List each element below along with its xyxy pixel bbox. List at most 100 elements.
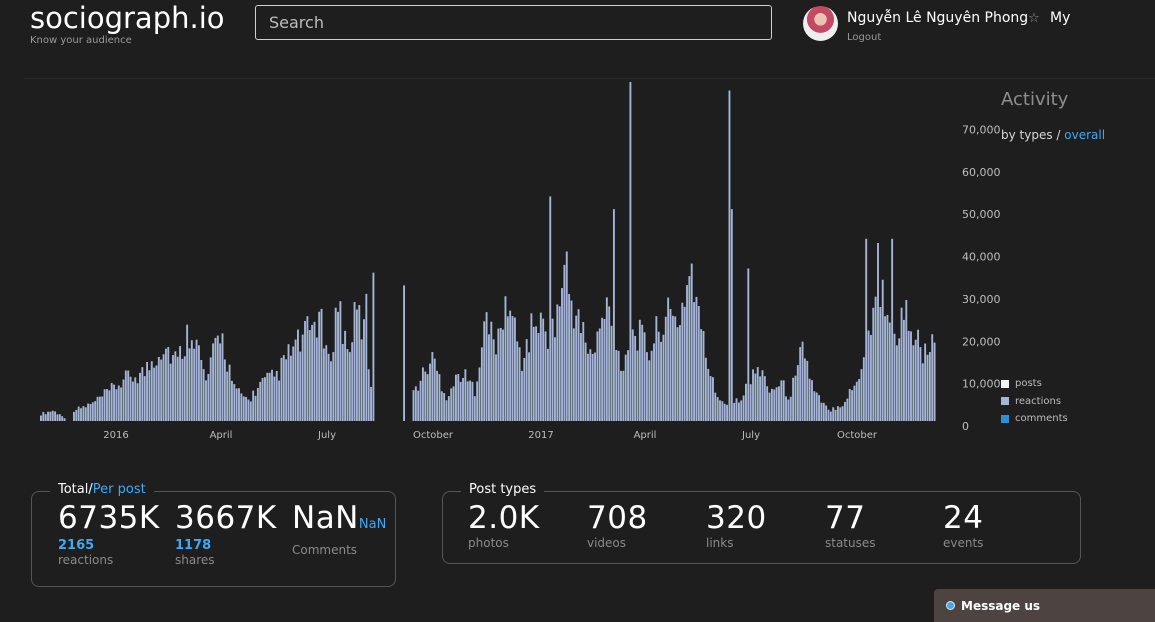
reactions-bar[interactable] [365, 293, 368, 422]
reactions-bar[interactable] [671, 315, 674, 421]
reactions-bar[interactable] [895, 345, 898, 421]
reactions-bar[interactable] [242, 396, 245, 421]
reactions-bar[interactable] [591, 353, 594, 421]
reactions-bar[interactable] [910, 331, 912, 421]
reactions-bar[interactable] [827, 409, 830, 421]
reactions-bar[interactable] [233, 384, 236, 421]
reactions-bar[interactable] [462, 378, 464, 421]
reactions-bar[interactable] [141, 367, 144, 421]
reactions-bar[interactable] [775, 387, 778, 421]
reactions-bar[interactable] [502, 329, 505, 421]
reactions-bar[interactable] [733, 402, 736, 421]
reactions-bar[interactable] [289, 355, 292, 421]
per-post-tab[interactable]: Per post [92, 482, 146, 497]
reactions-bar[interactable] [747, 268, 750, 421]
reactions-bar[interactable] [587, 353, 589, 421]
reactions-bar[interactable] [836, 406, 839, 421]
reactions-bar[interactable] [608, 306, 611, 421]
user-name[interactable]: Nguyễn Lê Nguyên Phong☆ [847, 10, 1040, 26]
post-type-videos[interactable]: 708 videos [587, 500, 648, 550]
reactions-bar[interactable] [877, 243, 879, 421]
reactions-bar[interactable] [332, 352, 335, 421]
reactions-bar[interactable] [450, 388, 453, 421]
brand[interactable]: sociograph.io Know your audience [30, 0, 225, 46]
reactions-bar[interactable] [240, 393, 243, 421]
reactions-bar[interactable] [155, 365, 158, 421]
reactions-bar[interactable] [622, 370, 625, 421]
reactions-bar[interactable] [780, 380, 783, 421]
reactions-bar[interactable] [330, 361, 332, 421]
reactions-bar[interactable] [681, 302, 684, 421]
reactions-bar[interactable] [742, 395, 745, 421]
reactions-bar[interactable] [115, 389, 118, 421]
reactions-bar[interactable] [714, 392, 717, 421]
avatar[interactable] [803, 6, 838, 41]
reactions-bar[interactable] [259, 381, 262, 421]
reactions-bar[interactable] [275, 371, 278, 421]
reactions-bar[interactable] [740, 400, 743, 421]
user-name-text[interactable]: Nguyễn Lê Nguyên Phong [847, 10, 1029, 26]
reactions-bar[interactable] [723, 403, 726, 421]
reactions-bar[interactable] [122, 379, 125, 422]
reactions-bar[interactable] [806, 360, 809, 421]
reactions-bar[interactable] [528, 352, 530, 421]
reactions-bar[interactable] [136, 383, 139, 421]
reactions-bar[interactable] [577, 309, 580, 421]
reactions-bar[interactable] [313, 321, 316, 421]
reactions-bar[interactable] [473, 396, 476, 421]
reactions-bar[interactable] [546, 348, 549, 421]
reactions-bar[interactable] [89, 404, 92, 421]
reactions-bar[interactable] [82, 406, 85, 421]
reactions-bar[interactable] [686, 285, 688, 421]
reactions-bar[interactable] [459, 381, 462, 421]
reactions-bar[interactable] [235, 388, 238, 421]
reactions-bar[interactable] [851, 390, 854, 421]
reactions-bar[interactable] [768, 392, 771, 421]
reactions-bar[interactable] [924, 343, 927, 421]
reactions-bar[interactable] [139, 372, 141, 421]
reactions-bar[interactable] [523, 357, 526, 421]
reactions-bar[interactable] [245, 396, 248, 421]
reactions-bar[interactable] [75, 409, 78, 421]
reactions-bar[interactable] [504, 296, 507, 421]
reactions-bar[interactable] [311, 324, 314, 421]
reactions-bar[interactable] [252, 390, 255, 421]
post-type-links[interactable]: 320 links [706, 500, 767, 550]
reactions-bar[interactable] [839, 407, 842, 421]
reactions-bar[interactable] [657, 331, 660, 421]
reactions-bar[interactable] [499, 327, 502, 421]
reactions-bar[interactable] [61, 416, 64, 421]
reactions-bar[interactable] [641, 324, 644, 421]
reactions-bar[interactable] [230, 380, 233, 421]
reactions-bar[interactable] [693, 302, 696, 421]
reactions-bar[interactable] [610, 325, 613, 421]
reactions-bar[interactable] [183, 356, 186, 421]
reactions-bar[interactable] [811, 380, 813, 421]
reactions-bar[interactable] [280, 357, 283, 421]
reactions-bar[interactable] [690, 263, 693, 421]
reactions-bar[interactable] [506, 316, 509, 421]
reactions-bar[interactable] [596, 331, 599, 421]
reactions-bar[interactable] [667, 297, 670, 422]
reactions-bar[interactable] [650, 350, 653, 421]
reactions-bar[interactable] [292, 346, 295, 421]
reactions-bar[interactable] [858, 379, 861, 421]
reactions-bar[interactable] [730, 209, 733, 422]
reactions-bar[interactable] [549, 196, 552, 421]
reactions-bar[interactable] [341, 344, 344, 421]
reactions-bar[interactable] [584, 342, 587, 421]
reactions-bar[interactable] [766, 386, 769, 421]
reactions-bar[interactable] [322, 348, 325, 421]
reactions-bar[interactable] [631, 329, 634, 421]
reactions-bar[interactable] [110, 383, 113, 421]
reactions-bar[interactable] [556, 304, 559, 421]
reactions-bar[interactable] [629, 82, 632, 421]
reactions-bar[interactable] [664, 316, 667, 421]
reactions-bar[interactable] [106, 389, 108, 421]
reactions-bar[interactable] [403, 285, 406, 421]
reactions-bar[interactable] [636, 350, 639, 421]
reactions-bar[interactable] [905, 300, 908, 421]
reactions-bar[interactable] [42, 411, 45, 421]
reactions-bar[interactable] [848, 388, 851, 421]
reactions-bar[interactable] [297, 329, 299, 421]
